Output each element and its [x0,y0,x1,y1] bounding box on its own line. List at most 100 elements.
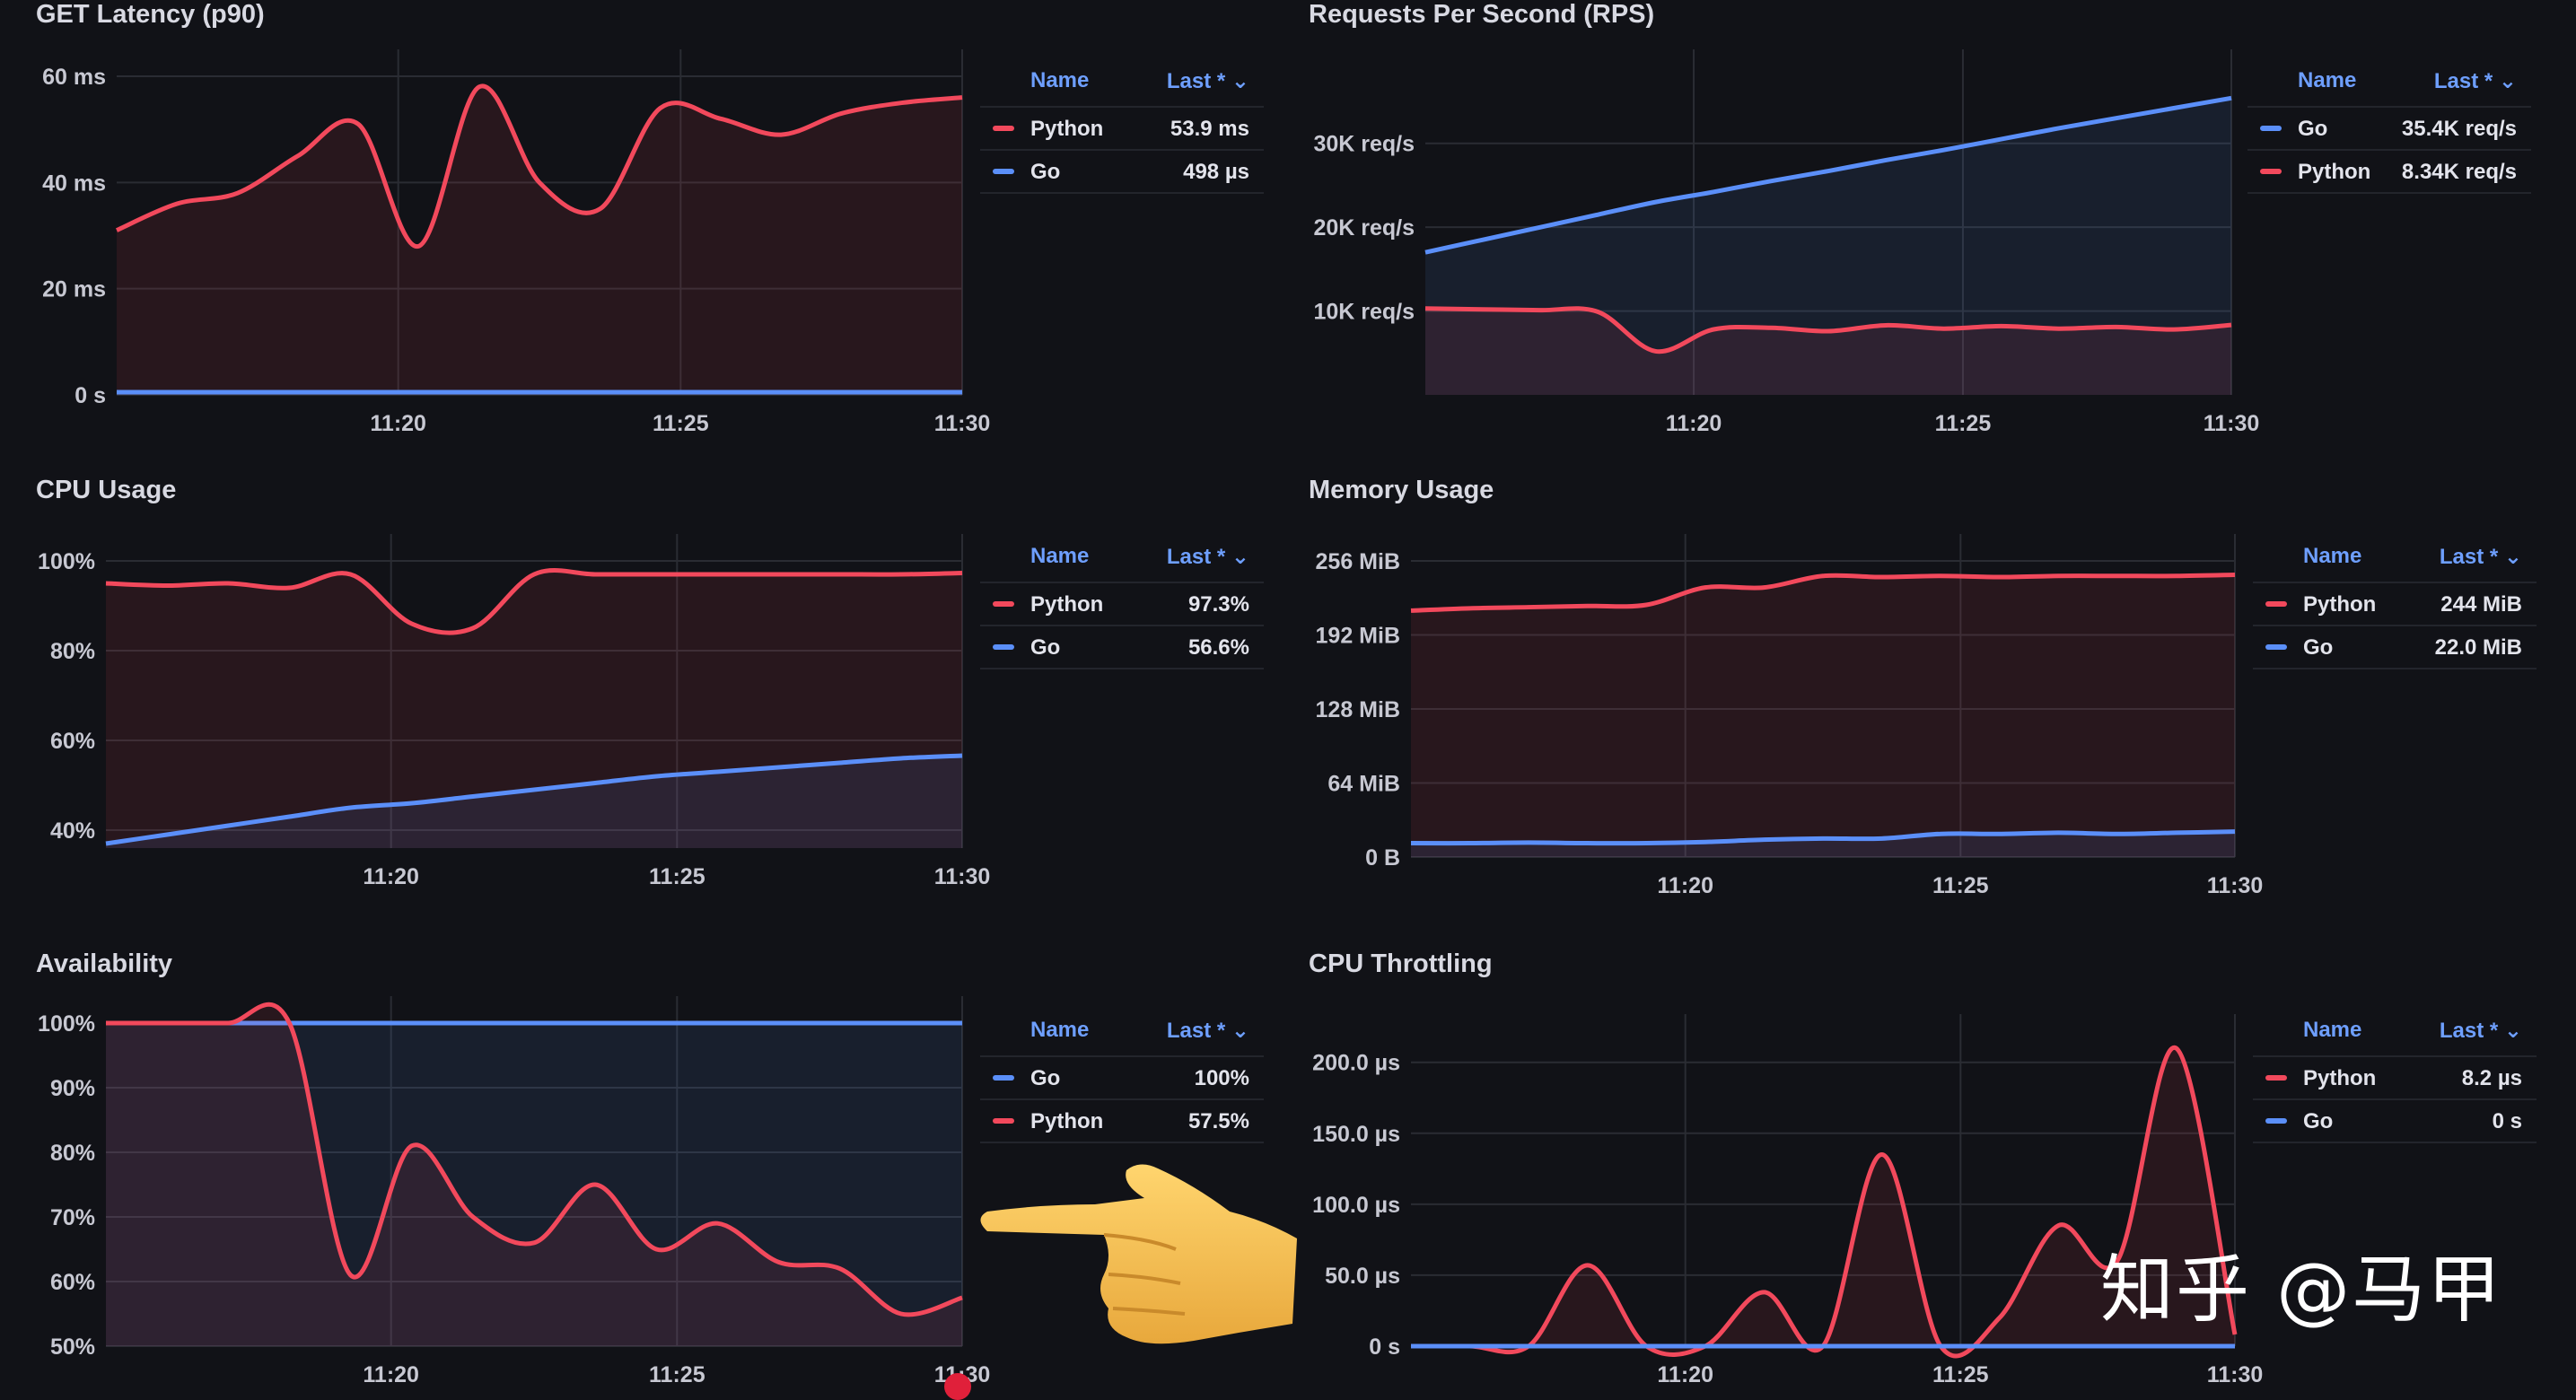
legend-series-value: 498 µs [1183,160,1249,185]
series-area-python [1411,574,2235,857]
legend-series-value: 35.4K req/s [2402,117,2517,142]
y-tick-label: 50% [50,1334,95,1360]
legend-name-header[interactable]: Name [2298,68,2356,93]
y-tick-label: 200.0 µs [1312,1051,1400,1076]
y-tick-label: 60% [50,1270,95,1295]
legend-row-python[interactable]: Python 8.34K req/s [2247,149,2531,194]
watermark-text: 知乎 @马甲 [2100,1229,2502,1336]
x-tick-label: 11:20 [1666,411,1722,436]
y-tick-label: 30K req/s [1313,132,1415,157]
legend-last-header[interactable]: Last * ⌄ [2434,68,2517,94]
legend-series-value: 100% [1195,1066,1249,1091]
x-tick-label: 11:30 [2207,873,2264,898]
y-tick-label: 80% [50,1141,95,1166]
x-tick-label: 11:20 [1657,873,1713,898]
legend-series-name: Go [2303,635,2333,661]
y-tick-label: 70% [50,1205,95,1230]
y-tick-label: 0 s [74,383,106,408]
legend-series-value: 53.9 ms [1170,117,1249,142]
x-tick-label: 11:25 [1932,1362,1989,1387]
legend-row-python[interactable]: Python 97.3% [980,582,1264,625]
y-tick-label: 150.0 µs [1312,1122,1400,1147]
legend-row-go[interactable]: Go 35.4K req/s [2247,106,2531,149]
legend-series-value: 56.6% [1188,635,1249,661]
legend-last-header[interactable]: Last * ⌄ [1167,544,1249,570]
y-tick-label: 40% [50,818,95,844]
x-tick-label: 11:30 [2207,1362,2264,1387]
x-tick-label: 11:30 [934,864,991,889]
legend-name-header[interactable]: Name [1030,68,1089,93]
legend-series-value: 0 s [2493,1109,2522,1134]
legend-header: Name Last * ⌄ [980,65,1264,106]
y-tick-label: 0 s [1369,1334,1400,1360]
x-tick-label: 11:25 [649,864,705,889]
x-tick-label: 11:25 [1935,411,1992,436]
legend-name-header[interactable]: Name [2303,544,2361,569]
legend-name-header[interactable]: Name [1030,1018,1089,1043]
legend-header: Name Last * ⌄ [2253,540,2537,582]
y-tick-label: 192 MiB [1316,624,1400,649]
legend-header: Name Last * ⌄ [980,1014,1264,1055]
legend-name-header[interactable]: Name [2303,1018,2361,1043]
series-color-swatch [2265,644,2287,650]
series-color-swatch [2260,169,2282,174]
x-tick-label: 11:20 [363,1362,419,1387]
y-tick-label: 20 ms [42,277,106,302]
series-color-swatch [2260,126,2282,131]
x-tick-label: 11:25 [649,1362,705,1387]
legend-series-value: 57.5% [1188,1109,1249,1134]
legend-row-python[interactable]: Python 57.5% [980,1098,1264,1143]
legend-last-header[interactable]: Last * ⌄ [2440,1018,2522,1044]
legend-name-header[interactable]: Name [1030,544,1089,569]
legend-last-header[interactable]: Last * ⌄ [1167,1018,1249,1044]
legend-series-value: 244 MiB [2440,592,2522,617]
legend-header: Name Last * ⌄ [980,540,1264,582]
legend-row-go[interactable]: Go 22.0 MiB [2253,625,2537,669]
x-tick-label: 11:30 [2204,411,2260,436]
cursor-dot [944,1373,971,1400]
legend-row-python[interactable]: Python 244 MiB [2253,582,2537,625]
x-tick-label: 11:20 [1657,1362,1713,1387]
series-color-swatch [993,169,1014,174]
legend-series-value: 22.0 MiB [2435,635,2522,661]
legend-series-name: Go [2303,1109,2333,1134]
legend-series-name: Go [2298,117,2327,142]
legend-series-name: Python [1030,117,1103,142]
legend-series-name: Python [1030,592,1103,617]
y-tick-label: 40 ms [42,171,106,196]
series-area-python [117,86,962,395]
legend-memory-usage: Name Last * ⌄ Python 244 MiB Go 22.0 MiB [2253,540,2537,669]
legend-row-go[interactable]: Go 0 s [2253,1098,2537,1143]
y-tick-label: 10K req/s [1313,300,1415,325]
series-color-swatch [993,601,1014,607]
y-tick-label: 80% [50,639,95,664]
y-tick-label: 64 MiB [1327,772,1400,797]
legend-row-python[interactable]: Python 53.9 ms [980,106,1264,149]
y-tick-label: 100% [38,1011,95,1037]
x-tick-label: 11:25 [653,411,709,436]
legend-last-header[interactable]: Last * ⌄ [2440,544,2522,570]
legend-series-name: Python [1030,1109,1103,1134]
legend-last-header[interactable]: Last * ⌄ [1167,68,1249,94]
x-tick-label: 11:20 [370,411,426,436]
legend-series-name: Python [2298,160,2370,185]
legend-series-value: 97.3% [1188,592,1249,617]
legend-series-name: Python [2303,592,2376,617]
legend-header: Name Last * ⌄ [2247,65,2531,106]
legend-series-value: 8.34K req/s [2402,160,2517,185]
chart-1: 10K req/s 20K req/s 30K req/s 11:20 11:25 11:… [1313,49,2259,436]
y-tick-label: 128 MiB [1316,697,1400,722]
y-tick-label: 60 ms [42,65,106,90]
series-color-swatch [2265,1118,2287,1124]
y-tick-label: 20K req/s [1313,215,1415,241]
y-tick-label: 50.0 µs [1325,1264,1400,1289]
legend-rps: Name Last * ⌄ Go 35.4K req/s Python 8.34K … [2247,65,2531,194]
